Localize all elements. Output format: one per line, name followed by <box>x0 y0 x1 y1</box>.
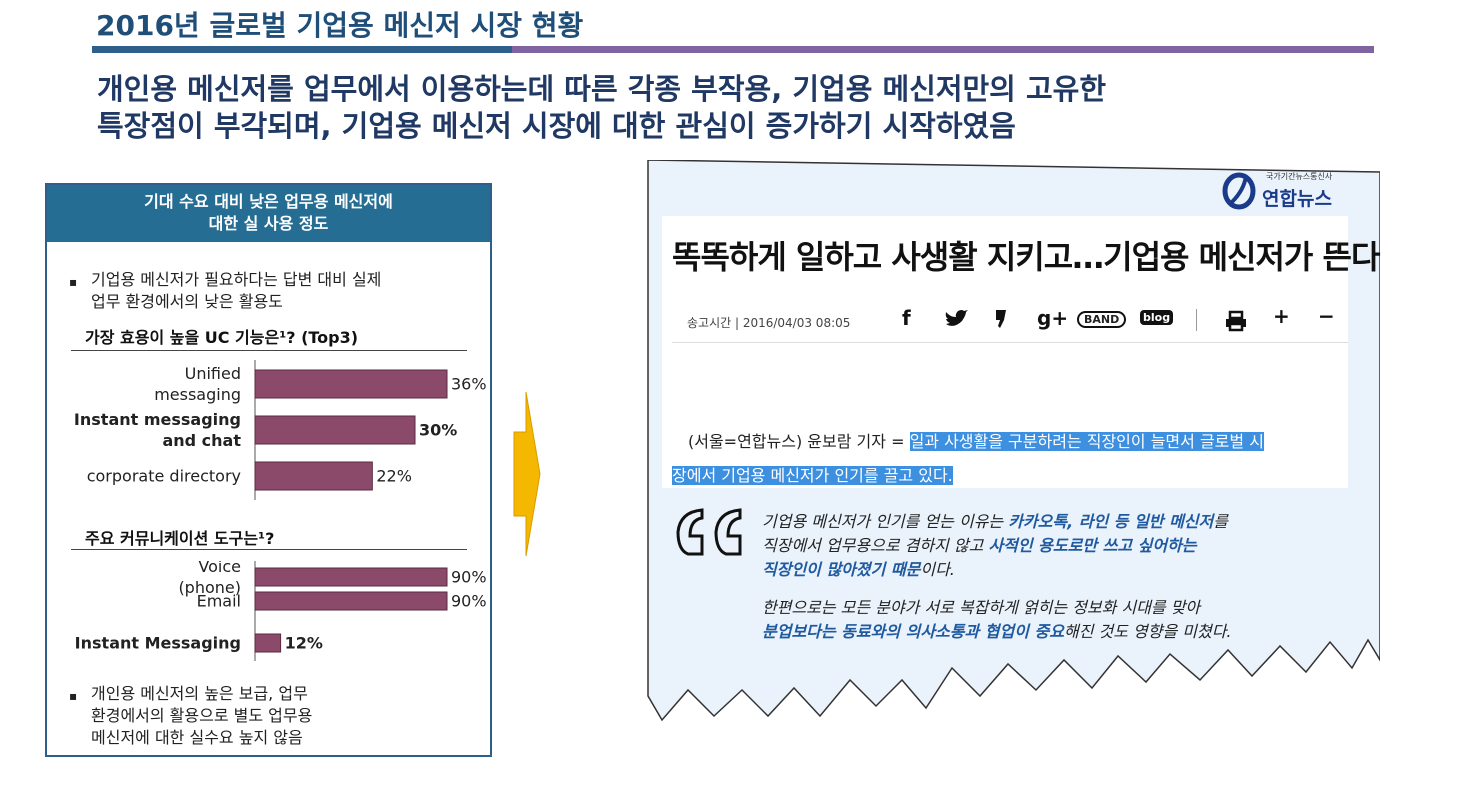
bar <box>254 461 373 491</box>
value-label: 22% <box>376 467 412 486</box>
bullet-personal-messenger: ▪ 개인용 메신저의 높은 보급, 업무 환경에서의 활용으로 별도 업무용 메… <box>69 683 469 749</box>
category-label: Unified <box>185 364 241 383</box>
band-icon[interactable]: BAND <box>1077 311 1127 328</box>
headline-line-1: 개인용 메신저를 업무에서 이용하는데 따른 각종 부작용, 기업용 메신저만의… <box>97 72 1107 106</box>
yonhap-logo-icon <box>1222 172 1256 210</box>
quote-paragraph-2: 한편으로는 모든 분야가 서로 복잡하게 얽히는 정보화 시대를 맞아 분업보다… <box>762 596 1362 644</box>
bullet-low-usage: ▪ 기업용 메신저가 필요하다는 답변 대비 실제 업무 환경에서의 낮은 활용… <box>69 269 489 313</box>
category-label: and chat <box>162 431 241 450</box>
tool-chart-rule <box>71 549 467 550</box>
bullet-mark: ▪ <box>69 275 78 289</box>
tool-chart-title: 주요 커뮤니케이션 도구는¹? <box>85 529 275 548</box>
category-label: Voice <box>198 561 241 576</box>
share-divider <box>1196 309 1197 331</box>
article-title: 똑똑하게 일하고 사생활 지키고…기업용 메신저가 뜬다 <box>672 238 1380 276</box>
byline-highlight-2: 장에서 기업용 메신저가 인기를 끌고 있다. <box>672 466 953 485</box>
title-rule <box>92 46 1374 53</box>
value-label: 12% <box>285 634 323 653</box>
google-plus-icon[interactable]: g+ <box>1037 306 1069 330</box>
print-icon[interactable] <box>1224 310 1248 332</box>
quote1-text-d: 직장에서 업무용으로 겸하지 않고 <box>762 536 989 555</box>
value-label: 36% <box>451 375 487 394</box>
title-rule-accent <box>92 46 512 53</box>
quote1-text-a: 기업용 메신저가 인기를 얻는 이유는 <box>762 512 1009 531</box>
twitter-icon[interactable] <box>944 309 968 329</box>
quote1-emphasis-c: 직장인이 많아졌기 때문 <box>762 560 921 579</box>
byline-highlight-1: 일과 사생활을 구분하려는 직장인이 늘면서 글로벌 시 <box>909 432 1264 451</box>
value-label: 90% <box>451 568 487 587</box>
bar <box>254 369 448 399</box>
bullet-2-line-2: 환경에서의 활용으로 별도 업무용 <box>91 706 313 725</box>
news-logo: 연합뉴스 <box>1262 188 1332 210</box>
bullet-2-line-3: 메신저에 대한 실수요 높지 않음 <box>91 728 303 747</box>
panel-header: 기대 수요 대비 낮은 업무용 메신저에 대한 실 사용 정도 <box>47 185 490 242</box>
uc-chart-title: 가장 효용이 높을 UC 기능은¹? (Top3) <box>85 328 359 347</box>
quote-paragraph-1: 기업용 메신저가 인기를 얻는 이유는 카카오톡, 라인 등 일반 메신저를 직… <box>762 510 1362 582</box>
blog-icon[interactable]: blog <box>1140 310 1174 325</box>
page-title: 2016년 글로벌 기업용 메신저 시장 현황 <box>96 9 584 42</box>
bar <box>254 415 416 445</box>
quote2-emphasis: 분업보다는 동료와의 의사소통과 협업이 중요 <box>762 622 1064 641</box>
quote1-text-g: 이다. <box>920 560 955 579</box>
uc-chart-rule <box>71 350 467 351</box>
headline-line-2: 특장점이 부각되며, 기업용 메신저 시장에 대한 관심이 증가하기 시작하였음 <box>97 109 1016 143</box>
bar <box>254 591 448 611</box>
zoom-in-icon[interactable]: + <box>1273 304 1290 328</box>
bullet-2-line-1: 개인용 메신저의 높은 보급, 업무 <box>91 684 308 703</box>
quote1-text-c: 를 <box>1213 512 1228 531</box>
panel-header-line-1: 기대 수요 대비 낮은 업무용 메신저에 <box>144 192 393 211</box>
value-label: 90% <box>451 592 487 611</box>
zoom-out-icon[interactable]: − <box>1318 304 1335 328</box>
byline-prefix: (서울=연합뉴스) 윤보람 기자 = <box>688 432 910 451</box>
quote1-emphasis-b: 사적인 용도로만 쓰고 싶어하는 <box>988 536 1197 555</box>
category-label: Email <box>197 592 241 611</box>
communication-tools-chart: Voice (phone) 90% Email 90% Instant Messaging… <box>75 561 487 661</box>
bullet-1-line-1: 기업용 메신저가 필요하다는 답변 대비 실제 <box>91 270 382 289</box>
uc-features-chart: Unified messaging 36% Instant messaging and … <box>74 360 487 500</box>
kakaostory-icon[interactable] <box>994 308 1008 330</box>
bullet-1-line-2: 업무 환경에서의 낮은 활용도 <box>91 292 283 311</box>
category-label: Instant messaging <box>74 410 241 429</box>
quote2-text-c: 해진 것도 영향을 미쳤다. <box>1063 622 1232 641</box>
category-label: (phone) <box>178 578 241 597</box>
right-arrow-icon <box>513 392 541 556</box>
facebook-icon[interactable]: f <box>902 306 911 330</box>
panel-header-line-2: 대한 실 사용 정도 <box>208 214 329 233</box>
article-byline: (서울=연합뉴스) 윤보람 기자 = 일과 사생활을 구분하려는 직장인이 늘면… <box>672 425 1348 493</box>
quote2-text-a: 한편으로는 모든 분야가 서로 복잡하게 얽히는 정보화 시대를 맞아 <box>762 598 1201 617</box>
article-divider <box>672 342 1348 343</box>
quote1-emphasis-a: 카카오톡, 라인 등 일반 메신저 <box>1008 512 1214 531</box>
sent-time: 송고시간 | 2016/04/03 08:05 <box>687 316 851 330</box>
bar <box>254 633 282 653</box>
bar <box>254 567 448 587</box>
category-label: messaging <box>154 385 241 404</box>
quote-mark-icon <box>676 508 742 556</box>
category-label: Instant Messaging <box>75 634 241 653</box>
survey-panel: 기대 수요 대비 낮은 업무용 메신저에 대한 실 사용 정도 ▪ 기업용 메신… <box>45 183 492 757</box>
bullet-mark: ▪ <box>69 689 78 703</box>
value-label: 30% <box>419 421 457 440</box>
news-logo-caption: 국가기간뉴스통신사 <box>1266 172 1333 181</box>
category-label: corporate directory <box>87 467 241 486</box>
